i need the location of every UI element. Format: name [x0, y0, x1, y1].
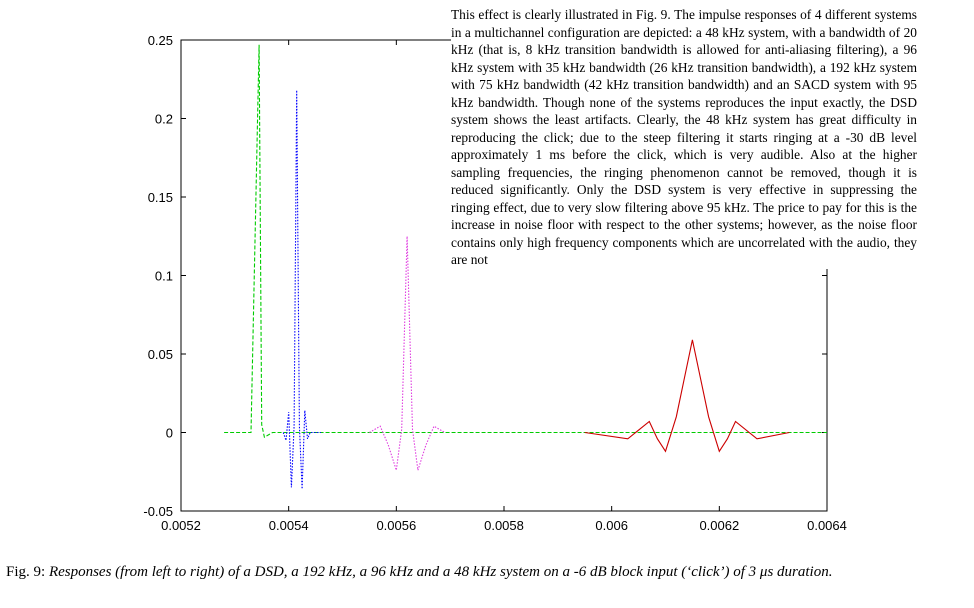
series-line-red — [584, 339, 790, 453]
body-paragraph: This effect is clearly illustrated in Fi… — [451, 6, 917, 269]
y-tick-label: 0.25 — [148, 33, 173, 48]
x-tick-label: 0.006 — [595, 518, 628, 533]
figure-caption: Fig. 9: Responses (from left to right) o… — [6, 563, 968, 582]
y-tick-label: 0.05 — [148, 347, 173, 362]
x-tick-label: 0.0056 — [376, 518, 416, 533]
x-tick-label: 0.0064 — [807, 518, 847, 533]
y-tick-label: 0.2 — [155, 112, 173, 127]
series-line-magenta — [369, 236, 446, 471]
x-tick-label: 0.0052 — [161, 518, 201, 533]
y-tick-label: 0.15 — [148, 190, 173, 205]
y-tick-label: -0.05 — [143, 504, 173, 519]
series-line-green — [224, 44, 827, 439]
series-line-blue — [282, 90, 321, 490]
data-series — [224, 44, 827, 490]
caption-text: Responses (from left to right) of a DSD,… — [48, 564, 833, 580]
y-tick-label: 0 — [166, 426, 173, 441]
caption-label: Fig. 9: — [6, 564, 49, 580]
x-tick-label: 0.0058 — [484, 518, 524, 533]
x-tick-label: 0.0062 — [699, 518, 739, 533]
y-tick-label: 0.1 — [155, 269, 173, 284]
axis-ticks: 0.0052 0.0054 0.0056 0.0058 0.006 0.0062 0.006… — [143, 33, 847, 533]
x-tick-label: 0.0054 — [269, 518, 309, 533]
